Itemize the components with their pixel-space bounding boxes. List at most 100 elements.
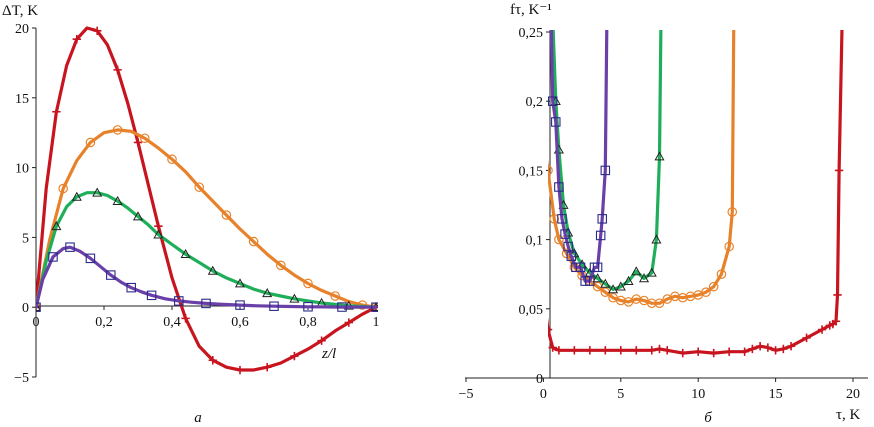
panel-a-series-purple-point <box>146 290 157 301</box>
panel-b-series-green-point <box>646 267 657 277</box>
panel-b-series-red-point <box>786 341 796 351</box>
panel-b-series-red-point <box>694 347 703 356</box>
panel-b-series-red-point <box>709 348 718 358</box>
panel-b-series-green-point <box>654 151 665 161</box>
panel-a-series-purple-point <box>303 302 313 312</box>
panel-b-series-purple-point <box>595 230 606 241</box>
panel-b-series-green-point <box>651 234 662 244</box>
panel-b-series-green-point <box>608 284 619 294</box>
panel-b-series-red-point <box>570 346 579 355</box>
panel-b-series-purple-markers <box>548 96 611 286</box>
panel-a-series-green-point <box>234 278 246 288</box>
panel-b-series-orange-point <box>708 281 719 292</box>
panel-b-series-purple-point <box>566 251 577 261</box>
panel-b-series-red-point <box>833 290 842 300</box>
panel-a-series-red-point <box>181 314 190 323</box>
panel-a-series-green-point <box>51 221 62 231</box>
panel-b-series-purple-point <box>585 276 595 286</box>
panel-b-series-green-point <box>631 266 642 276</box>
panel-b-ylabel: fτ, K⁻¹ <box>510 2 552 18</box>
panel-b-series-red-point <box>771 346 780 355</box>
panel-a-series-red-point <box>290 351 299 361</box>
panel-b-series-red-point <box>678 348 687 358</box>
panel-a-ytick-label: −5 <box>14 371 29 386</box>
panel-b-series-red-point <box>539 291 547 299</box>
panel-a-series-green-point <box>262 288 273 298</box>
panel-a-series-purple-point <box>371 302 378 312</box>
panel-b-series-red-point <box>585 346 595 355</box>
panel-a-series-red-line <box>36 26 378 372</box>
panel-a-series-green-line <box>36 191 378 309</box>
panel-b-ytick-label: 0,25 <box>519 26 544 41</box>
panel-b-series-green-point <box>623 275 634 285</box>
panel-b-series-purple-point <box>560 229 570 239</box>
panel-b-series-green-point <box>600 278 611 288</box>
panel-b-series-orange-point <box>646 298 657 309</box>
panel-b-series-purple-point <box>563 241 573 252</box>
panel-b-series-orange-point <box>548 165 553 176</box>
panel-a-series-orange-point <box>275 260 286 271</box>
panel-b-xlabel: τ, K <box>836 407 861 423</box>
panel-a-ytick-label: 0 <box>22 301 29 316</box>
panel-b-series-red-point <box>516 258 524 266</box>
panel-b-ytick-label: 0,2 <box>526 95 544 110</box>
panel-b-series-purple-point <box>548 96 558 106</box>
panel-a-series-red-point <box>235 365 245 375</box>
panel-a-series-purple-point <box>85 253 96 264</box>
panel-b-series-green-point <box>592 273 603 283</box>
panel-b-series-purple-point <box>575 262 586 273</box>
panel-b-series-red-point <box>817 325 827 334</box>
panel-a-series-orange-point <box>85 137 96 148</box>
panel-a-series-red-point <box>93 26 102 35</box>
panel-a-series-purple-point <box>337 302 347 312</box>
panel-b-series-red-point <box>647 346 656 355</box>
panel-b-series-purple-point <box>592 262 603 273</box>
panel-a-xtick-label: 1 <box>373 315 380 330</box>
panel-a-series-purple-point <box>201 298 211 309</box>
panel-a-caption: а <box>194 410 202 426</box>
panel-a-series-purple-point <box>48 252 58 262</box>
panel-b-series-red-point <box>748 344 757 354</box>
panel-a-series-green-point <box>289 293 300 303</box>
panel-b-series-orange-point <box>716 269 727 279</box>
panel-a-series-purple-point <box>36 302 41 312</box>
panel-b-series-red-point <box>779 344 788 354</box>
panel-a-series-purple-point <box>65 242 75 252</box>
panel-b-series-red-point <box>831 317 841 326</box>
panel-a-series-purple-line <box>36 245 378 309</box>
panel-a-series-orange-point <box>58 183 68 194</box>
panel-b-series-orange-point <box>701 287 711 297</box>
panel-b-series-red-point <box>601 346 610 355</box>
panel-a-series-red-point <box>72 34 81 44</box>
panel-b-series-red-markers <box>516 166 844 358</box>
panel-b-series-orange-point <box>727 207 738 217</box>
panel-b-xtick-label: 0 <box>540 387 547 402</box>
panel-a-series-purple-point <box>235 300 245 310</box>
panel-b-series-purple-point <box>554 182 564 192</box>
panel-a-series-green-point <box>36 301 42 312</box>
panel-a-xtick-label: 0,8 <box>299 315 317 330</box>
panel-a-ytick-label: 5 <box>22 231 29 246</box>
panel-a-xlabel: z/l <box>321 346 336 362</box>
panel-a-series-red-point <box>263 363 272 372</box>
panel-b-series-red-point <box>548 325 553 334</box>
panel-a-series-green-point <box>180 248 191 259</box>
panel-b-series-red-point <box>724 347 734 356</box>
panel-a-xtick-label: 0,4 <box>163 315 181 330</box>
panel-b-series-orange-markers <box>548 138 738 309</box>
panel-a-series-orange-point <box>194 182 204 192</box>
panel-b-ytick-label: 0,15 <box>519 164 544 179</box>
panel-b-ytick-label: 0,05 <box>519 303 544 318</box>
panel-b-series-red-point <box>616 346 625 355</box>
panel-b: fτ, K⁻¹ τ, K б −5 0 5 10 15 20 0 0,05 0,1 0,15 0,2… <box>459 2 868 426</box>
panel-a-series-red-point <box>133 138 143 147</box>
panel-b-series-red-point <box>632 346 641 355</box>
panel-a-xtick-label: 0,6 <box>231 315 249 330</box>
panel-b-ytick-label: 0,1 <box>526 234 544 249</box>
panel-a-ylabel: ΔT, K <box>2 3 38 19</box>
panel-b-caption: б <box>704 410 712 426</box>
panel-a-series-orange-point <box>167 154 177 165</box>
panel-a-series-purple-point <box>126 282 136 293</box>
panel-a-series-red-point <box>317 336 326 345</box>
panel-b-series-green-point <box>569 248 580 258</box>
